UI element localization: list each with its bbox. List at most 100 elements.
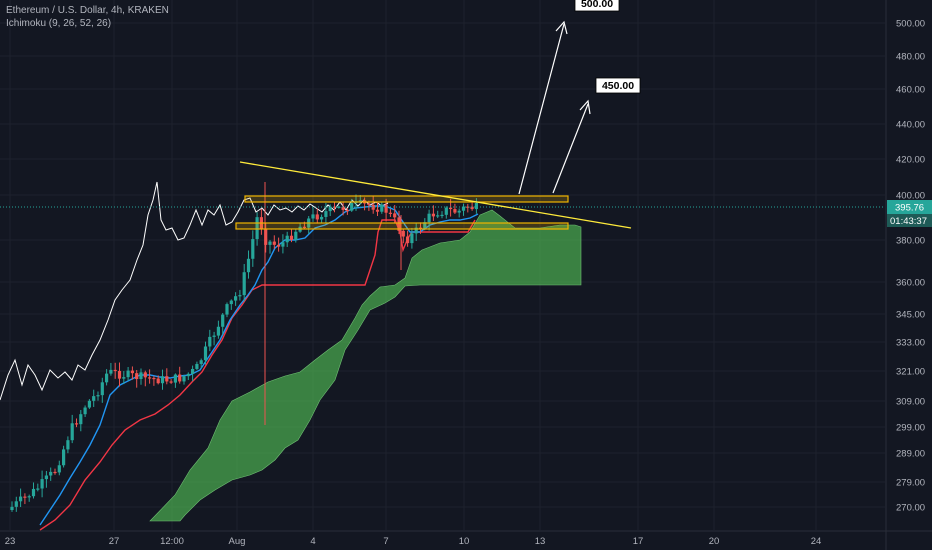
candle-body bbox=[388, 212, 392, 214]
candle-body bbox=[165, 376, 169, 382]
candle-body bbox=[122, 377, 126, 379]
candle-body bbox=[31, 488, 36, 497]
candle-body bbox=[221, 314, 225, 327]
candle-body bbox=[268, 241, 272, 245]
symbol-title[interactable]: Ethereum / U.S. Dollar, 4h, KRAKEN bbox=[6, 5, 169, 16]
candle-body bbox=[156, 378, 160, 384]
candle-body bbox=[406, 236, 410, 244]
candle-body bbox=[341, 206, 345, 210]
y-tick-label: 333.00 bbox=[896, 338, 925, 349]
candle-body bbox=[203, 346, 208, 361]
candle-body bbox=[135, 373, 139, 380]
candle-body bbox=[371, 204, 375, 210]
candle-body bbox=[444, 207, 448, 215]
drawings: 500.00 450.00 bbox=[0, 0, 885, 230]
resistance-zone bbox=[244, 195, 569, 203]
candle-body bbox=[320, 216, 324, 220]
candle-body bbox=[358, 200, 362, 202]
price-axis[interactable]: 500.00 480.00 460.00 440.00 420.00 400.00 380.… bbox=[887, 19, 932, 514]
candle-body bbox=[113, 369, 117, 372]
candle-body bbox=[92, 396, 96, 401]
candle-body bbox=[87, 400, 91, 408]
y-tick-label: 360.00 bbox=[896, 278, 925, 289]
candle-body bbox=[229, 300, 233, 305]
candle-body bbox=[410, 233, 414, 244]
candle-body bbox=[23, 496, 27, 498]
kijun-line bbox=[39, 219, 476, 531]
candle-body bbox=[470, 206, 474, 210]
candle-body bbox=[195, 363, 199, 369]
candle-body bbox=[96, 395, 100, 397]
candle-body bbox=[328, 206, 332, 212]
candle-body bbox=[139, 372, 143, 380]
target-500-label: 500.00 bbox=[581, 0, 613, 10]
candle-body bbox=[152, 377, 156, 380]
candle-body bbox=[19, 496, 23, 502]
candle-body bbox=[66, 440, 70, 450]
candle-body bbox=[431, 213, 435, 217]
indicator-label[interactable]: Ichimoku (9, 26, 52, 26) bbox=[6, 18, 112, 29]
candle-body bbox=[191, 368, 195, 374]
candle-body bbox=[208, 336, 212, 347]
candle-body bbox=[62, 449, 66, 466]
price-tag-bg bbox=[887, 200, 932, 214]
candle-body bbox=[401, 230, 405, 237]
candle-body bbox=[337, 206, 341, 209]
candle-body bbox=[225, 304, 229, 315]
candle-body bbox=[367, 203, 371, 205]
candle-body bbox=[57, 465, 61, 473]
x-tick-label: 12:00 bbox=[160, 536, 184, 547]
countdown-bg bbox=[887, 214, 932, 227]
candle-body bbox=[251, 239, 255, 259]
candle-body bbox=[466, 206, 470, 208]
candle-body bbox=[345, 209, 349, 212]
candle-body bbox=[440, 214, 444, 217]
candle-body bbox=[397, 217, 401, 231]
candle-body bbox=[44, 475, 48, 480]
y-tick-label: 345.00 bbox=[896, 310, 925, 321]
candle-body bbox=[105, 373, 109, 383]
candle-body bbox=[173, 374, 177, 383]
x-tick-label: 27 bbox=[109, 536, 120, 547]
candle-body bbox=[199, 360, 203, 364]
legend: Ethereum / U.S. Dollar, 4h, KRAKEN Ichim… bbox=[6, 4, 169, 30]
target-450-label: 450.00 bbox=[602, 80, 634, 92]
x-tick-label: 7 bbox=[383, 536, 388, 547]
y-tick-label: 279.00 bbox=[896, 478, 925, 489]
candle-body bbox=[474, 203, 478, 210]
y-tick-label: 440.00 bbox=[896, 120, 925, 131]
arrow-450-head bbox=[579, 99, 591, 115]
candle-body bbox=[414, 227, 418, 234]
candle-body bbox=[10, 506, 14, 510]
x-tick-label: 4 bbox=[310, 536, 315, 547]
time-axis[interactable]: 23 27 12:00 Aug 4 7 10 13 17 20 24 bbox=[5, 536, 822, 547]
candle-body bbox=[289, 235, 294, 240]
candle-body bbox=[427, 213, 431, 223]
x-tick-label: 24 bbox=[811, 536, 822, 547]
x-tick-label: 17 bbox=[633, 536, 644, 547]
candle-body bbox=[277, 244, 281, 247]
candle-body bbox=[234, 296, 238, 301]
candle-body bbox=[315, 214, 319, 220]
arrow-450-shaft bbox=[552, 103, 589, 194]
candle-body bbox=[182, 376, 186, 382]
target-500-box bbox=[574, 0, 620, 12]
tenkan-line bbox=[39, 205, 479, 526]
x-tick-label: 23 bbox=[5, 536, 16, 547]
y-tick-label: 289.00 bbox=[896, 449, 925, 460]
candle-body bbox=[178, 374, 182, 382]
candle-body bbox=[36, 488, 40, 490]
candle-body bbox=[453, 209, 457, 213]
y-tick-label: 480.00 bbox=[896, 52, 925, 63]
candle-body bbox=[375, 209, 380, 212]
y-tick-label: 380.00 bbox=[896, 236, 925, 247]
candle-body bbox=[324, 211, 328, 217]
price-tag-countdown: 01:43:37 bbox=[890, 216, 927, 227]
candle-body bbox=[169, 381, 173, 383]
y-tick-label: 321.00 bbox=[896, 367, 925, 378]
y-tick-label: 270.00 bbox=[896, 503, 925, 514]
candle-body bbox=[311, 214, 315, 219]
candle-body bbox=[143, 372, 147, 378]
y-tick-label: 299.00 bbox=[896, 423, 925, 434]
